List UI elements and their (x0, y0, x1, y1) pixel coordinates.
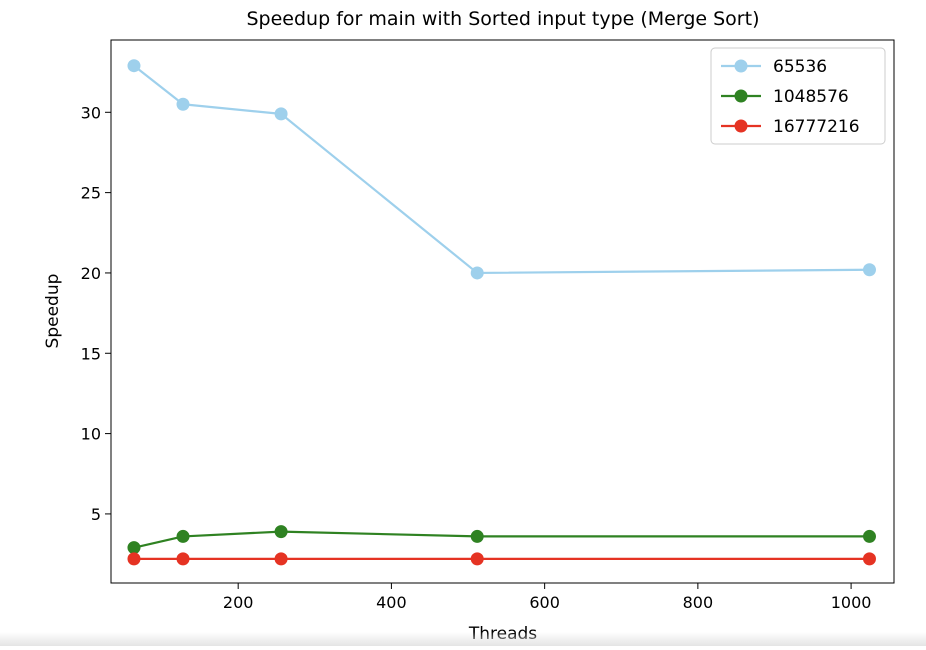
data-point (127, 59, 141, 73)
legend-label: 65536 (773, 57, 827, 77)
x-axis-label: Threads (468, 624, 537, 644)
x-tick-label: 600 (529, 593, 560, 612)
plot-area-frame (110, 39, 895, 584)
series-1048576 (127, 525, 876, 555)
legend-marker (734, 59, 748, 73)
data-point (862, 263, 876, 277)
x-tick-label: 200 (223, 593, 254, 612)
y-axis: 5 10 15 20 25 30 (81, 103, 111, 524)
data-point (176, 552, 190, 566)
series-16777216 (127, 552, 876, 566)
data-point (176, 97, 190, 111)
data-point (470, 552, 484, 566)
y-tick-label: 10 (81, 425, 101, 444)
x-tick-label: 1000 (831, 593, 872, 612)
y-axis-label: Speedup (43, 274, 63, 349)
data-point (127, 552, 141, 566)
legend-marker (734, 89, 748, 103)
x-axis: 200 400 600 800 1000 (223, 583, 872, 612)
legend: 65536 1048576 16777216 (710, 47, 886, 145)
y-tick-label: 25 (81, 184, 101, 203)
data-point (274, 552, 288, 566)
data-point (274, 107, 288, 121)
legend-label: 1048576 (773, 87, 849, 107)
chart-title: Speedup for main with Sorted input type … (247, 8, 760, 30)
data-point (274, 525, 288, 539)
y-tick-label: 15 (81, 344, 101, 363)
data-point (862, 552, 876, 566)
y-tick-label: 20 (81, 264, 101, 283)
series-65536 (127, 59, 876, 280)
data-point (176, 529, 190, 543)
y-tick-label: 5 (91, 505, 101, 524)
data-point (127, 541, 141, 555)
legend-label: 16777216 (773, 117, 860, 137)
legend-marker (734, 119, 748, 133)
data-point (470, 266, 484, 280)
x-tick-label: 400 (376, 593, 407, 612)
x-tick-label: 800 (683, 593, 714, 612)
data-point (470, 529, 484, 543)
y-tick-label: 30 (81, 103, 101, 122)
data-point (862, 529, 876, 543)
legend-box (710, 47, 886, 145)
